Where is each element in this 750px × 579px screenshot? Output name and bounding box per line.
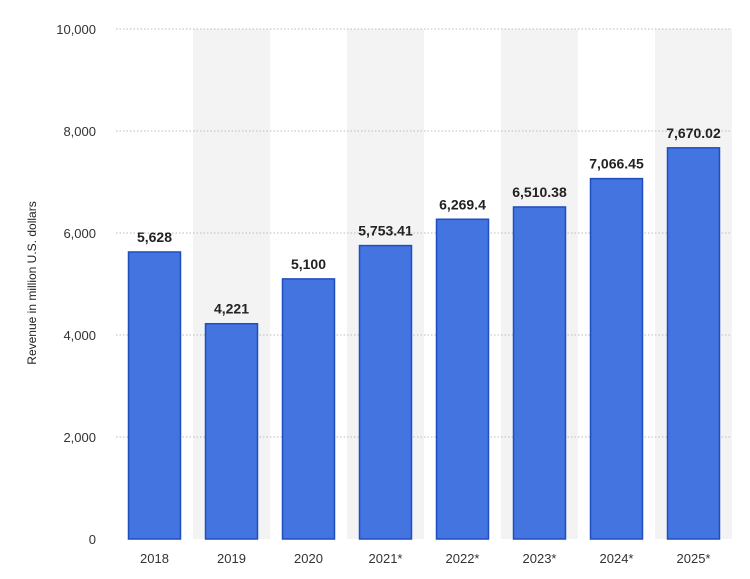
y-tick-label: 0 (89, 532, 96, 547)
y-tick-label: 4,000 (63, 328, 96, 343)
bars (127, 147, 721, 540)
data-label: 4,221 (214, 301, 249, 317)
y-axis-ticks: 0 2,000 4,000 6,000 8,000 10,000 (56, 22, 96, 547)
bar[interactable] (666, 147, 721, 540)
data-label: 6,510.38 (512, 184, 567, 200)
x-tick-label: 2019 (217, 551, 246, 566)
x-tick-label: 2018 (140, 551, 169, 566)
y-axis-title: Revenue in million U.S. dollars (25, 201, 39, 364)
y-tick-label: 8,000 (63, 124, 96, 139)
data-label: 5,753.41 (358, 223, 413, 239)
bar[interactable] (358, 244, 413, 540)
x-tick-label: 2022* (446, 551, 480, 566)
x-tick-label: 2023* (523, 551, 557, 566)
y-tick-label: 2,000 (63, 430, 96, 445)
data-labels: 5,628 4,221 5,100 5,753.41 6,269.4 6,510.38 7,… (137, 125, 721, 317)
x-tick-label: 2024* (600, 551, 634, 566)
y-tick-label: 6,000 (63, 226, 96, 241)
x-tick-label: 2020 (294, 551, 323, 566)
bar[interactable] (512, 206, 567, 540)
x-axis-ticks: 2018 2019 2020 2021* 2022* 2023* 2024* 2025* (140, 551, 710, 566)
x-tick-label: 2021* (369, 551, 403, 566)
data-label: 6,269.4 (439, 196, 486, 212)
data-label: 7,670.02 (666, 125, 721, 141)
data-label: 7,066.45 (589, 156, 644, 172)
y-tick-label: 10,000 (56, 22, 96, 37)
bar[interactable] (435, 218, 490, 540)
bar[interactable] (589, 177, 644, 540)
bar[interactable] (204, 322, 259, 540)
data-label: 5,100 (291, 256, 326, 272)
bar[interactable] (281, 278, 336, 540)
x-tick-label: 2025* (677, 551, 711, 566)
bar[interactable] (127, 251, 182, 540)
data-label: 5,628 (137, 229, 172, 245)
